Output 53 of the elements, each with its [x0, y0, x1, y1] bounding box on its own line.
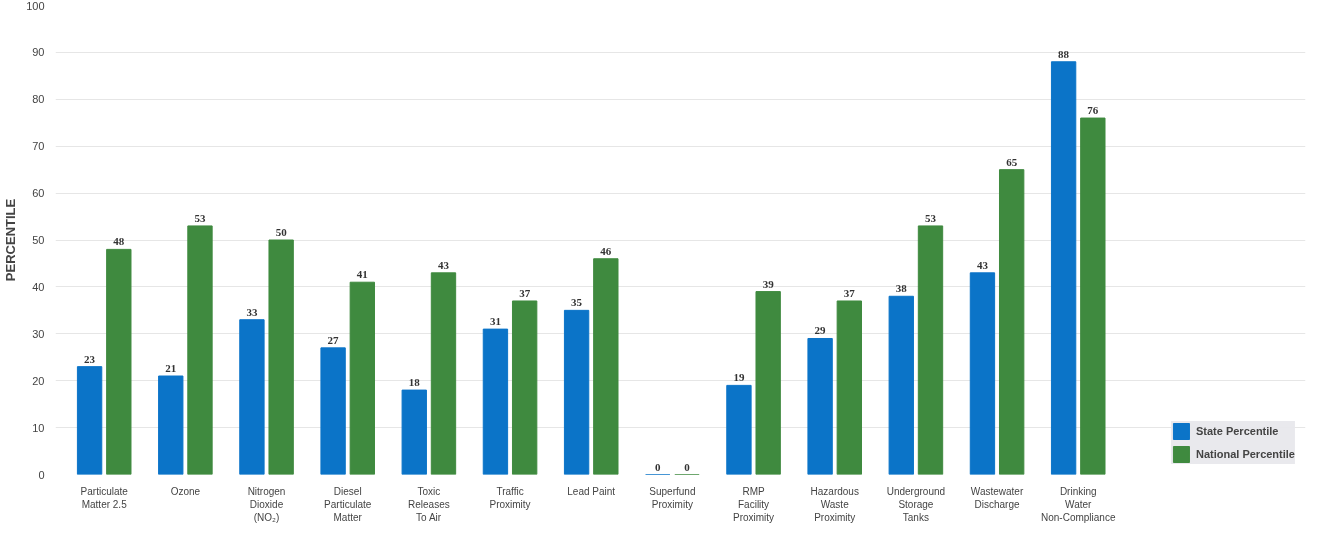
- x-tick-label: Ozone: [170, 485, 201, 497]
- data-label: 48: [113, 235, 125, 248]
- y-tick-label: 90: [32, 46, 45, 59]
- data-label: 76: [1087, 104, 1099, 117]
- y-tick-label: 60: [32, 187, 45, 200]
- legend-label: State Percentile: [1195, 425, 1279, 437]
- y-tick-label: 10: [32, 421, 45, 434]
- data-label: 27: [327, 333, 340, 346]
- data-label: 35: [571, 296, 583, 309]
- x-tick-label: Superfund Proximity: [649, 485, 696, 510]
- data-label: 50: [275, 226, 288, 238]
- x-tick-label: Diesel Particulate Matter: [324, 485, 372, 523]
- y-tick-label: 80: [32, 93, 45, 106]
- data-label: 18: [408, 376, 421, 389]
- x-tick-label: Underground Storage Tanks: [886, 485, 946, 523]
- x-tick-label: RMP Facility Proximity: [733, 485, 775, 523]
- x-tick-label: Hazardous Waste Proximity: [810, 485, 859, 523]
- data-label: 37: [843, 286, 856, 299]
- x-tick-label: Toxic Releases To Air: [408, 485, 450, 523]
- data-label: 38: [895, 282, 908, 295]
- y-tick-label: 50: [32, 234, 45, 246]
- data-label: 43: [437, 258, 450, 271]
- data-label: 53: [194, 211, 206, 224]
- y-tick-label: 0: [38, 468, 45, 481]
- x-tick-label: Traffic Proximity: [489, 485, 531, 510]
- data-label: 23: [84, 352, 96, 365]
- y-tick-label: 20: [32, 374, 45, 387]
- y-tick-label: 70: [32, 140, 45, 153]
- data-label: 65: [1006, 155, 1018, 168]
- data-label: 43: [976, 258, 989, 271]
- data-label: 46: [600, 244, 612, 257]
- data-label: 39: [762, 277, 775, 290]
- data-label: 19: [733, 371, 745, 384]
- data-label: 0: [684, 460, 691, 473]
- data-label: 37: [519, 286, 531, 299]
- data-label: 88: [1058, 47, 1070, 60]
- data-label: 0: [655, 460, 662, 473]
- data-label: 29: [814, 324, 827, 337]
- x-tick-label: Nitrogen Dioxide (NO₂): [247, 485, 286, 523]
- data-label: 33: [246, 305, 258, 318]
- y-axis-title: PERCENTILE: [3, 198, 19, 282]
- data-label: 41: [356, 268, 368, 281]
- data-label: 21: [165, 362, 177, 375]
- y-tick-label: 30: [32, 327, 45, 340]
- x-tick-label: Wastewater Discharge: [970, 485, 1024, 510]
- data-label: 53: [925, 211, 937, 224]
- legend-label: National Percentile: [1195, 448, 1295, 460]
- data-label: 31: [489, 315, 501, 328]
- y-tick-label: 100: [26, 0, 45, 12]
- y-tick-label: 40: [32, 280, 45, 293]
- x-tick-label: Lead Paint: [567, 485, 616, 497]
- x-tick-label: Particulate Matter 2.5: [80, 485, 129, 510]
- x-tick-label: Drinking Water Non-Compliance: [1040, 485, 1116, 523]
